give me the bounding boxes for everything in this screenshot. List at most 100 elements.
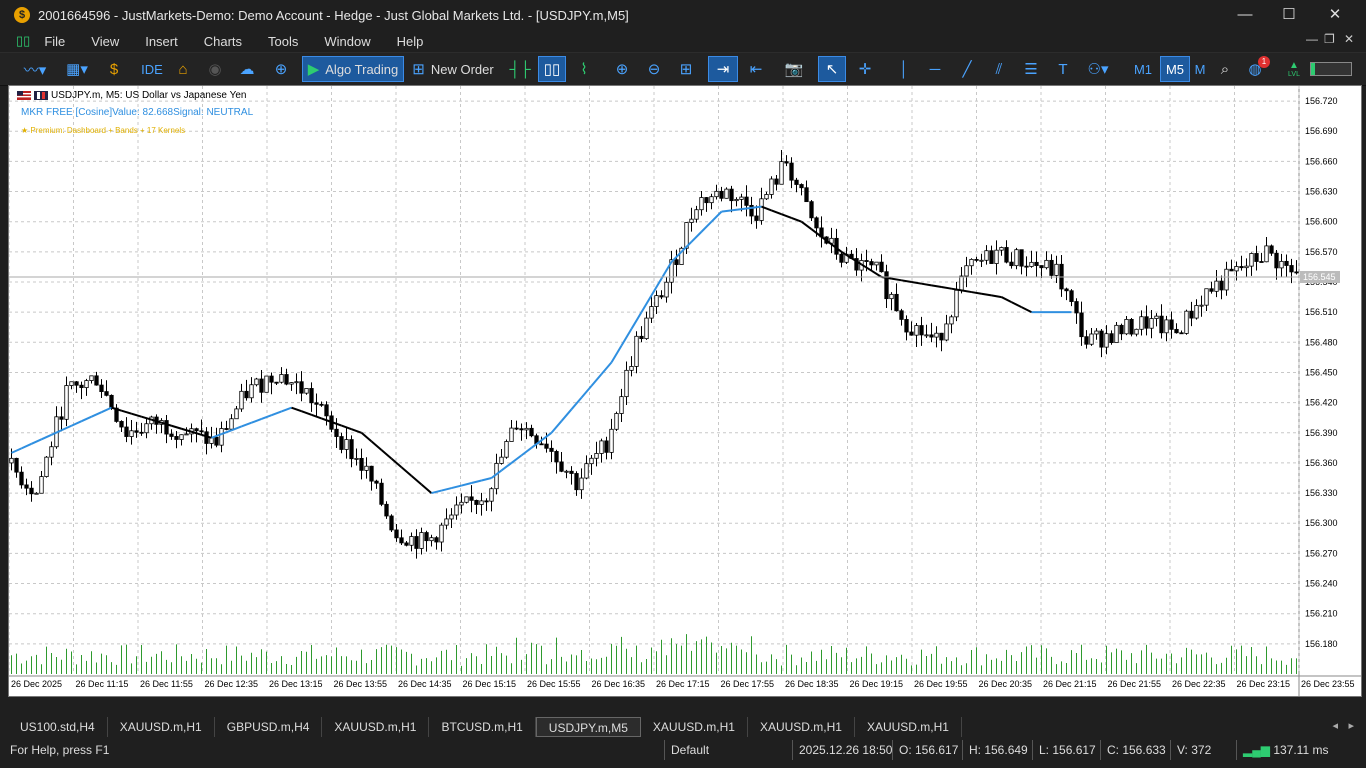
zoom-in-icon[interactable]: ⊕	[615, 61, 629, 78]
child-minimize-button[interactable]: —	[1306, 32, 1318, 46]
text-icon[interactable]: T	[1058, 60, 1068, 78]
line-chart-icon[interactable]: 〰▾	[23, 61, 47, 79]
indicator-sublabel: ★ Premium: Dashboard + Bands + 17 Kernel…	[21, 126, 186, 135]
chart-tab[interactable]: US100.std,H4	[8, 717, 108, 737]
timeframe-m5[interactable]: M5	[1160, 56, 1190, 82]
candle-body	[509, 427, 514, 442]
menu-tools[interactable]: Tools	[268, 33, 299, 49]
new-order-button[interactable]: ⊞ New Order	[412, 61, 494, 78]
bar-chart-icon[interactable]: ┤├	[509, 60, 531, 78]
channel-icon[interactable]: ⫽	[995, 60, 1003, 78]
status-profile[interactable]: Default	[664, 740, 791, 760]
algo-trading-button[interactable]: ▶ Algo Trading	[302, 56, 404, 82]
ma-segment	[951, 287, 962, 292]
maximize-button[interactable]: ☐	[1282, 6, 1296, 23]
crosshair-icon[interactable]: ✛	[858, 61, 872, 78]
candle-body	[1264, 245, 1269, 263]
menu-charts[interactable]: Charts	[203, 33, 243, 49]
x-tick-label: 26 Dec 23:15	[1237, 679, 1291, 689]
chart-tab[interactable]: BTCUSD.m,H1	[429, 717, 536, 737]
child-close-button[interactable]: ✕	[1344, 32, 1355, 46]
candle-body	[789, 162, 794, 181]
candle-body	[444, 518, 449, 526]
search-icon[interactable]: ⌕	[1220, 60, 1230, 78]
fibonacci-icon[interactable]: ☰	[1024, 61, 1038, 78]
ma-segment	[710, 210, 723, 223]
tabs-scroll-left-icon[interactable]: ◂	[1332, 720, 1338, 732]
candle-body	[1239, 266, 1244, 269]
candle-body	[714, 190, 719, 198]
candle-body	[884, 271, 889, 300]
ma-segment	[731, 208, 742, 212]
timeframe-more[interactable]: M	[1194, 61, 1206, 77]
ma-segment	[860, 263, 873, 272]
level-icon[interactable]: ▲ LVL	[1288, 60, 1300, 78]
ma-segment	[311, 413, 322, 420]
chart-shift-icon[interactable]: ⇤	[749, 61, 763, 78]
menu-window[interactable]: Window	[324, 33, 371, 49]
line-icon[interactable]: ⌇	[580, 61, 588, 78]
cursor-icon[interactable]: ↖	[818, 56, 846, 82]
vps-icon[interactable]: ⊕	[274, 61, 288, 78]
candle-body	[734, 199, 739, 202]
dollar-icon[interactable]: $	[109, 60, 119, 78]
candle-body	[1019, 249, 1024, 267]
candle-body	[664, 281, 669, 298]
screenshot-icon[interactable]: 📷	[784, 61, 804, 78]
ma-segment	[520, 447, 533, 457]
menu-insert[interactable]: Insert	[145, 33, 178, 49]
chart-window-icon[interactable]: ▯▯	[16, 33, 31, 48]
horizontal-line-icon[interactable]: ─	[929, 60, 941, 78]
market-icon[interactable]: ⌂	[178, 60, 188, 78]
candle-body	[809, 201, 814, 219]
close-button[interactable]: ✕	[1328, 6, 1342, 23]
candle-body	[919, 325, 924, 336]
vertical-line-icon[interactable]: │	[899, 60, 909, 78]
chart-window[interactable]: 156.720 156.690 156.660 156.630 156.600 156.5…	[8, 85, 1362, 697]
zoom-out-icon[interactable]: ⊖	[647, 61, 661, 78]
grid-icon[interactable]: ⊞	[679, 61, 693, 78]
chart-tab[interactable]: XAUUSD.m,H1	[108, 717, 215, 737]
indicators-icon[interactable]: ▦▾	[66, 61, 88, 78]
menu-file[interactable]: File	[44, 33, 66, 49]
cloud-icon[interactable]: ☁	[239, 61, 255, 78]
notifications-icon[interactable]: ◍ 1	[1244, 56, 1270, 82]
menu-view[interactable]: View	[91, 33, 120, 49]
timeframe-m1[interactable]: M1	[1133, 61, 1153, 77]
y-tick-label: 156.660	[1305, 156, 1338, 166]
child-restore-button[interactable]: ❐	[1324, 32, 1335, 46]
ma-segment	[830, 243, 843, 253]
shapes-icon[interactable]: ⚇▾	[1087, 61, 1109, 78]
candle-body	[1249, 253, 1254, 267]
indicator-label: MKR FREE [Cosine]Value: 82.668Signal: NE…	[21, 107, 254, 118]
candle-body	[174, 436, 179, 440]
candlestick-icon[interactable]: ▯▯	[538, 56, 566, 82]
chart-tab[interactable]: XAUUSD.m,H1	[855, 717, 962, 737]
menu-help[interactable]: Help	[396, 33, 424, 49]
chart-tab-active[interactable]: USDJPY.m,M5	[535, 717, 641, 737]
trendline-icon[interactable]: ╱	[962, 61, 972, 78]
candle-body	[1164, 319, 1169, 334]
candle-body	[94, 375, 99, 386]
ma-segment	[131, 412, 142, 418]
candle-body	[1109, 333, 1114, 344]
candle-body	[719, 190, 724, 199]
ma-segment	[370, 440, 383, 451]
candle-body	[1104, 333, 1109, 348]
price-chart[interactable]: 156.720 156.690 156.660 156.630 156.600 156.5…	[9, 86, 1361, 696]
signals-icon[interactable]: ◉	[208, 61, 222, 78]
candle-body	[689, 218, 694, 223]
autoscroll-icon[interactable]: ⇥	[708, 56, 738, 82]
tabs-scroll-right-icon[interactable]: ▸	[1348, 720, 1354, 732]
chart-tab[interactable]: XAUUSD.m,H1	[748, 717, 855, 737]
chart-tab[interactable]: XAUUSD.m,H1	[641, 717, 748, 737]
chart-tab[interactable]: XAUUSD.m,H1	[322, 717, 430, 737]
ide-button[interactable]: IDE	[141, 61, 163, 77]
x-tick-label: 26 Dec 2025	[11, 679, 62, 689]
candle-body	[1259, 261, 1264, 263]
minimize-button[interactable]: —	[1237, 6, 1253, 23]
chart-tab[interactable]: GBPUSD.m,H4	[215, 717, 323, 737]
candle-body	[649, 306, 654, 319]
y-tick-label: 156.330	[1305, 488, 1338, 498]
candle-body	[589, 457, 594, 465]
